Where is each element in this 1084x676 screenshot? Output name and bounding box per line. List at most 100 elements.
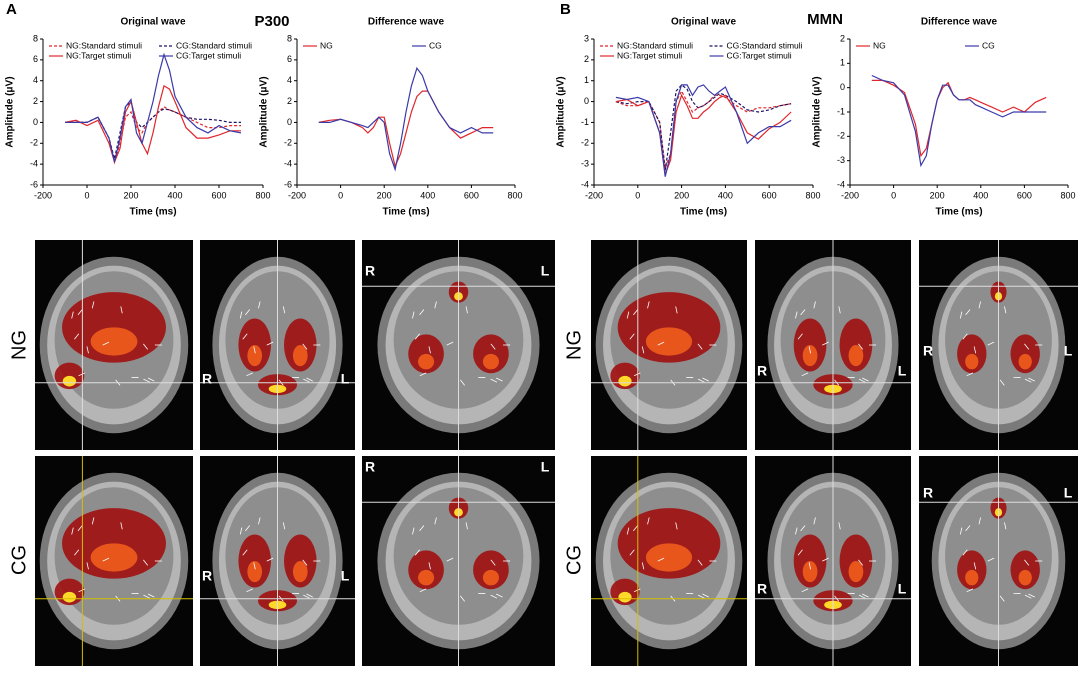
activation-core <box>965 570 978 586</box>
panel-title: MMN <box>807 11 843 28</box>
y-tick-label: -3 <box>837 155 845 165</box>
y-tick-label: 4 <box>33 75 38 85</box>
x-tick-label: 800 <box>255 190 270 200</box>
y-tick-label: 1 <box>584 75 589 85</box>
panel-letter: B <box>560 1 571 18</box>
y-axis-label: Amplitude (μV) <box>259 76 270 147</box>
x-tick-label: -200 <box>841 190 859 200</box>
side-label: L <box>541 263 550 279</box>
activation-core <box>646 543 692 571</box>
y-tick-label: -4 <box>30 159 38 169</box>
side-label: R <box>923 343 933 359</box>
side-label: L <box>541 459 550 475</box>
x-tick-label: -200 <box>585 190 603 200</box>
activation-core <box>91 327 138 355</box>
y-tick-label: -2 <box>284 138 292 148</box>
x-tick-label: 400 <box>973 190 988 200</box>
x-tick-label: 0 <box>891 190 896 200</box>
y-axis-label: Amplitude (μV) <box>812 76 823 147</box>
brain-image <box>591 240 747 450</box>
x-tick-label: 400 <box>718 190 733 200</box>
y-tick-label: 0 <box>840 82 845 92</box>
activation-core <box>1019 354 1032 370</box>
x-tick-label: 200 <box>674 190 689 200</box>
side-label: L <box>341 568 350 584</box>
x-tick-label: 600 <box>464 190 479 200</box>
y-tick-label: 2 <box>584 54 589 64</box>
y-tick-label: 8 <box>287 33 292 43</box>
side-label: L <box>898 363 907 379</box>
activation-core <box>646 327 692 355</box>
activation-core <box>418 570 434 586</box>
x-tick-label: 800 <box>507 190 522 200</box>
x-tick-label: 800 <box>805 190 820 200</box>
activation-core <box>293 345 308 366</box>
activation-core <box>483 354 499 370</box>
y-tick-label: -6 <box>284 179 292 189</box>
y-tick-label: -4 <box>837 179 845 189</box>
activation-core <box>849 345 864 366</box>
legend-label: CG:Standard stimuli <box>727 40 803 50</box>
side-label: R <box>923 485 933 501</box>
side-label: R <box>365 459 375 475</box>
legend-label: NG:Target stimuli <box>66 50 131 60</box>
x-tick-label: 600 <box>762 190 777 200</box>
activation-core <box>1019 570 1032 586</box>
y-tick-label: -2 <box>30 138 38 148</box>
legend-label: NG <box>873 40 886 50</box>
group-label: NG <box>563 330 585 360</box>
activation-core <box>803 345 818 366</box>
side-label: R <box>757 363 767 379</box>
activation-core <box>849 561 864 582</box>
side-label: L <box>898 581 907 597</box>
brain-image <box>755 456 911 666</box>
activation-core <box>63 376 76 387</box>
x-tick-label: 0 <box>635 190 640 200</box>
legend-label: CG:Standard stimuli <box>176 40 252 50</box>
y-tick-label: -2 <box>837 131 845 141</box>
group-label: NG <box>8 330 30 360</box>
panel-letter: A <box>6 1 17 18</box>
side-label: L <box>1064 343 1073 359</box>
group-label: CG <box>8 545 30 575</box>
series-line <box>616 95 791 174</box>
activation-core <box>247 561 262 582</box>
x-tick-label: 200 <box>377 190 392 200</box>
activation-core <box>63 592 76 603</box>
brain-image <box>362 240 555 450</box>
x-tick-label: 0 <box>84 190 89 200</box>
y-tick-label: 2 <box>287 96 292 106</box>
y-tick-label: -4 <box>284 159 292 169</box>
series-line <box>65 86 241 162</box>
y-tick-label: 0 <box>33 117 38 127</box>
x-tick-label: -200 <box>34 190 52 200</box>
chart-title: Difference wave <box>368 17 445 28</box>
brain-image <box>755 240 911 450</box>
y-tick-label: 1 <box>840 58 845 68</box>
activation-core <box>803 561 818 582</box>
side-label: R <box>202 371 212 387</box>
y-tick-label: -1 <box>581 117 589 127</box>
activation-core <box>418 354 434 370</box>
chart-title: Original wave <box>120 17 185 28</box>
side-label: R <box>365 263 375 279</box>
x-tick-label: 0 <box>338 190 343 200</box>
activation-core <box>293 561 308 582</box>
y-tick-label: -6 <box>30 179 38 189</box>
y-tick-label: 0 <box>287 117 292 127</box>
side-label: R <box>757 581 767 597</box>
activation-core <box>91 543 138 571</box>
y-tick-label: 6 <box>33 54 38 64</box>
x-axis-label: Time (ms) <box>935 207 982 218</box>
x-axis-label: Time (ms) <box>680 207 727 218</box>
activation-core <box>618 376 631 387</box>
side-label: R <box>202 568 212 584</box>
brain-image <box>919 240 1078 450</box>
legend-label: CG <box>429 40 442 50</box>
x-tick-label: 800 <box>1060 190 1075 200</box>
legend-label: NG <box>320 40 333 50</box>
activation-core <box>965 354 978 370</box>
series-line <box>319 68 493 169</box>
activation-core <box>618 592 631 603</box>
